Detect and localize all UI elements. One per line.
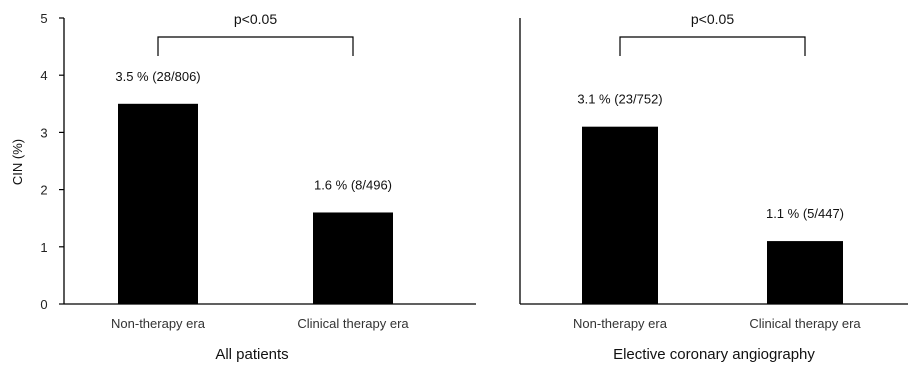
significance-label: p<0.05 <box>691 11 734 27</box>
category-label: Clinical therapy era <box>297 316 409 331</box>
bars <box>582 126 843 305</box>
y-tick-label: 0 <box>40 297 47 312</box>
bar <box>582 126 658 305</box>
significance-bracket <box>157 36 354 56</box>
data-labels: 3.5 % (28/806) 1.6 % (8/496) <box>115 69 392 193</box>
category-labels: Non-therapy era Clinical therapy era <box>573 316 861 331</box>
y-tick-label: 2 <box>40 183 47 198</box>
data-label: 3.5 % (28/806) <box>115 69 200 84</box>
bar <box>767 241 843 304</box>
panel-elective-coronary-angiography: 3.1 % (23/752) 1.1 % (5/447) Non-therapy … <box>519 11 908 363</box>
category-label: Non-therapy era <box>573 316 668 331</box>
data-labels: 3.1 % (23/752) 1.1 % (5/447) <box>577 92 844 221</box>
category-label: Non-therapy era <box>111 316 206 331</box>
y-tick-label: 4 <box>40 68 47 83</box>
y-tick-label: 1 <box>40 240 47 255</box>
bar <box>118 103 198 304</box>
data-label: 1.6 % (8/496) <box>314 177 392 192</box>
significance-label: p<0.05 <box>234 11 277 27</box>
y-tick-label: 5 <box>40 11 47 26</box>
panel-title: Elective coronary angiography <box>613 346 815 363</box>
significance-bracket <box>619 36 806 56</box>
y-tick-label: 3 <box>40 125 47 140</box>
data-label: 3.1 % (23/752) <box>577 92 662 107</box>
bar <box>313 212 393 304</box>
category-labels: Non-therapy era Clinical therapy era <box>111 316 409 331</box>
panel-title: All patients <box>215 346 288 363</box>
y-axis-label: CIN (%) <box>10 139 25 185</box>
y-axis-ticks: 0 1 2 3 4 5 <box>40 11 64 312</box>
data-label: 1.1 % (5/447) <box>766 206 844 221</box>
category-label: Clinical therapy era <box>749 316 861 331</box>
panel-all-patients: CIN (%) 0 1 2 3 4 5 3.5 % (28/806) 1.6 % (8/49… <box>10 11 476 363</box>
bars <box>118 103 393 304</box>
